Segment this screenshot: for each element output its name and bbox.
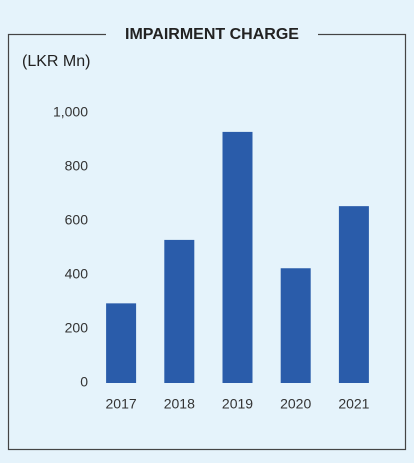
y-tick-label: 1,000	[53, 104, 88, 120]
bar	[338, 206, 369, 383]
y-tick-label: 0	[80, 374, 88, 390]
bar	[106, 303, 137, 383]
y-tick-label: 200	[65, 320, 89, 336]
x-tick-label: 2020	[280, 396, 311, 412]
x-tick-label: 2017	[106, 396, 137, 412]
chart-title: IMPAIRMENT CHARGE	[125, 26, 299, 43]
y-tick-label: 400	[65, 266, 89, 282]
y-tick-label: 600	[65, 212, 89, 228]
bar	[164, 239, 195, 383]
y-axis-label: (LKR Mn)	[22, 53, 90, 70]
x-tick-label: 2019	[222, 396, 253, 412]
y-tick-label: 800	[65, 158, 89, 174]
bar	[222, 131, 253, 383]
title-backdrop	[106, 22, 318, 46]
x-tick-label: 2018	[164, 396, 195, 412]
x-tick-label: 2021	[338, 396, 369, 412]
bar	[280, 268, 311, 383]
